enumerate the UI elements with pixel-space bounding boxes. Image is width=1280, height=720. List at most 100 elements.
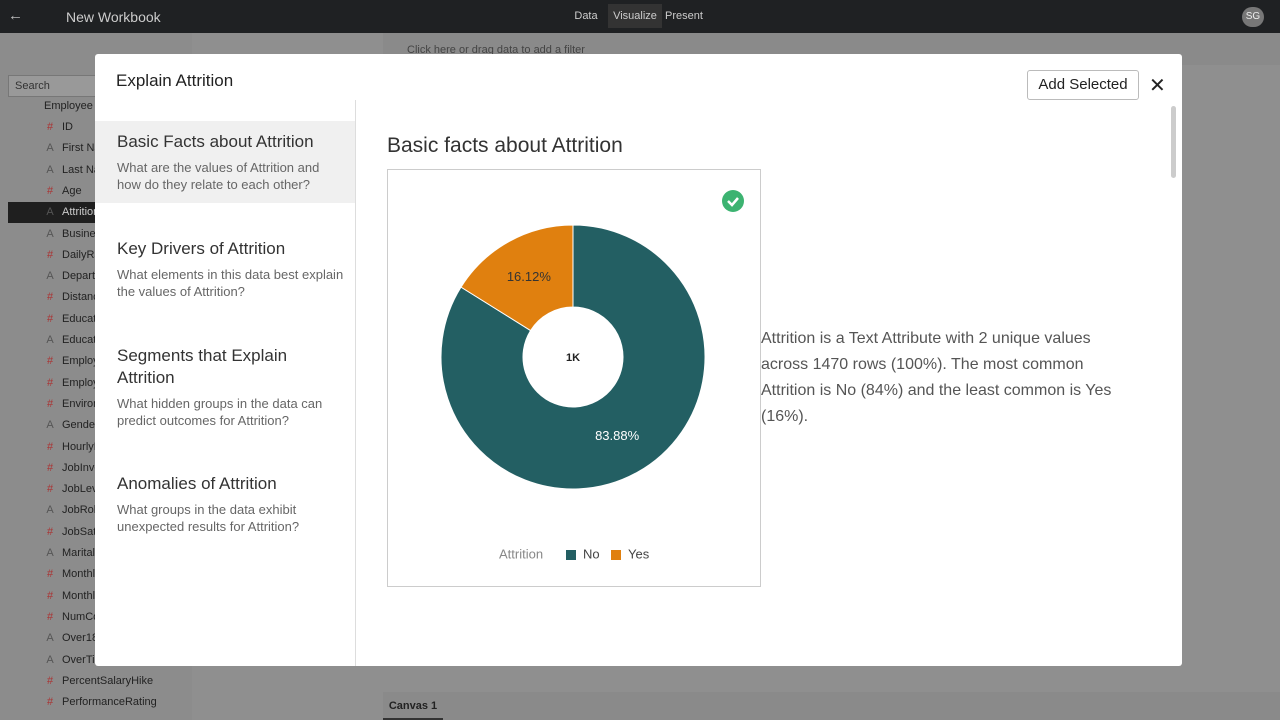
element-label: Employ — [62, 355, 99, 368]
nav-title: Anomalies of Attrition — [117, 474, 277, 493]
element-label: Educatio — [62, 312, 105, 325]
element-icon: A — [46, 163, 54, 176]
element-icon: # — [46, 397, 54, 410]
element-icon: A — [46, 547, 54, 559]
summary-text: Attrition is a Text Attribute with 2 uni… — [761, 330, 1112, 425]
slice-label: 83.88% — [595, 428, 640, 443]
element-label: Gender — [62, 419, 99, 432]
canvas-tab[interactable]: Canvas 1 — [383, 692, 443, 720]
data-element[interactable]: A Departr — [8, 266, 192, 287]
slice-label: 16.12% — [507, 269, 552, 284]
nav-item[interactable]: Key Drivers of Attrition What elements in… — [95, 228, 355, 310]
element-label: Employ — [62, 376, 99, 389]
close-button[interactable]: ✕ — [1149, 75, 1166, 97]
nav-title: Key Drivers of Attrition — [117, 239, 286, 258]
element-label: NumCo — [62, 610, 100, 623]
element-icon: A — [46, 334, 54, 346]
element-label: Last Na — [62, 163, 100, 176]
filter-placeholder[interactable]: Click here or drag data to add a filter — [407, 44, 585, 56]
data-element[interactable]: A OverTim — [8, 650, 192, 671]
data-element[interactable]: # JobSati — [8, 522, 192, 543]
data-element[interactable]: # Age — [8, 181, 192, 202]
element-icon: # — [46, 674, 54, 687]
legend-swatch — [611, 550, 621, 560]
data-element[interactable]: # PerformanceRating — [8, 692, 192, 713]
data-element[interactable]: A Educatio — [8, 330, 192, 351]
element-label: OverTim — [62, 653, 104, 666]
legend-swatch — [566, 550, 576, 560]
selected-check[interactable] — [722, 190, 744, 212]
data-element[interactable]: # Educatio — [8, 309, 192, 330]
element-icon: # — [46, 184, 54, 197]
data-element[interactable]: # Employ — [8, 351, 192, 372]
element-icon: A — [46, 653, 54, 666]
element-label: JobLeve — [62, 483, 104, 496]
data-element[interactable]: # NumCo — [8, 607, 192, 628]
data-element[interactable]: # JobInvo — [8, 458, 192, 479]
data-element[interactable]: A Over18 — [8, 628, 192, 649]
data-element[interactable]: # HourlyF — [8, 437, 192, 458]
data-element[interactable]: # Monthly — [8, 586, 192, 607]
explain-dialog: Explain Attrition Add Selected ✕ Basic F… — [95, 54, 1182, 666]
data-element[interactable]: # ID — [8, 117, 192, 138]
element-icon: # — [46, 483, 54, 496]
data-element[interactable]: # JobLeve — [8, 479, 192, 500]
element-icon: A — [46, 227, 54, 240]
data-element[interactable]: A Gender — [8, 415, 192, 436]
element-icon: # — [46, 121, 54, 133]
data-element[interactable]: # Environ — [8, 394, 192, 415]
data-element[interactable]: A Last Na — [8, 160, 192, 181]
element-icon: # — [46, 376, 54, 389]
element-icon: A — [46, 632, 54, 645]
nav-description: What groups in the data exhibit unexpect… — [117, 502, 300, 534]
element-label: Attrition — [62, 206, 100, 219]
legend-label: Yes — [628, 546, 650, 561]
nav-item[interactable]: Segments that Explain Attrition What hidd… — [95, 335, 355, 439]
element-label: Monthly — [62, 568, 101, 581]
legend-title: Attrition — [499, 546, 543, 561]
nav-title: Segments that Explain Attrition — [117, 346, 288, 387]
mode-tab[interactable]: Data — [574, 10, 598, 22]
element-label: Educatio — [62, 334, 105, 346]
element-icon: # — [46, 589, 54, 602]
data-element[interactable]: # Distanc — [8, 287, 192, 308]
data-element[interactable]: # Monthly — [8, 564, 192, 585]
nav-description: What are the values of Attrition and how… — [117, 160, 320, 192]
element-icon: A — [46, 504, 54, 517]
data-element[interactable]: # PercentSalaryHike — [8, 671, 192, 692]
mode-tab[interactable]: Visualize — [608, 4, 662, 28]
element-label: JobRole — [62, 504, 103, 517]
check-icon — [727, 197, 739, 207]
nav-description: What hidden groups in the data can predi… — [117, 396, 323, 428]
element-icon: A — [46, 419, 54, 432]
nav-description: What elements in this data best explain … — [117, 267, 344, 299]
element-icon: # — [46, 355, 54, 368]
data-element[interactable]: A JobRole — [8, 500, 192, 521]
element-icon: A — [46, 142, 54, 155]
nav-item[interactable]: Anomalies of Attrition What groups in the… — [95, 463, 355, 545]
data-element[interactable]: # Employ — [8, 373, 192, 394]
section-title: Basic facts about Attrition — [387, 134, 623, 157]
scrollbar — [1171, 106, 1176, 178]
data-element[interactable]: A MaritalS — [8, 543, 192, 564]
element-icon: # — [46, 461, 54, 474]
user-avatar[interactable]: SG — [1242, 7, 1264, 27]
search-box[interactable]: Search — [8, 75, 96, 97]
insight-nav: Basic Facts about Attrition What are the … — [95, 100, 356, 666]
legend-label: No — [583, 546, 600, 561]
dataset-name: Employee A — [44, 100, 103, 112]
data-element[interactable]: A Busines — [8, 224, 192, 245]
element-icon: # — [46, 568, 54, 581]
data-element[interactable]: # DailyRa — [8, 245, 192, 266]
element-icon: # — [46, 312, 54, 325]
back-button[interactable]: ← — [8, 7, 23, 24]
element-label: PercentSalaryHike — [62, 674, 154, 687]
nav-item[interactable]: Basic Facts about Attrition What are the … — [95, 121, 355, 203]
add-selected-button[interactable]: Add Selected — [1027, 70, 1139, 100]
element-label: HourlyF — [62, 440, 101, 453]
data-element[interactable]: A First Na — [8, 138, 192, 159]
element-icon: # — [46, 291, 54, 304]
element-icon: # — [46, 696, 54, 709]
mode-tab[interactable]: Present — [665, 10, 703, 22]
element-label: ID — [62, 121, 73, 133]
